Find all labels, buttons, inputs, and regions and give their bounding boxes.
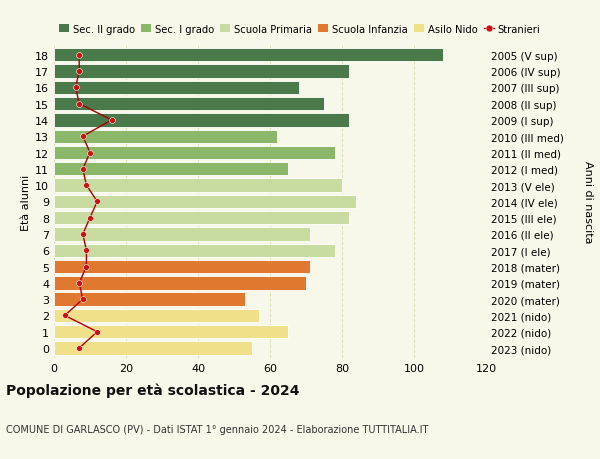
Point (92, 198, 102, 206)
Point (85, 214, 95, 222)
Legend: Sec. II grado, Sec. I grado, Scuola Primaria, Scuola Infanzia, Asilo Nido, Stran: Sec. II grado, Sec. I grado, Scuola Prim… (59, 25, 541, 35)
Point (78, 296, 88, 303)
Bar (54, 195, 356, 209)
Point (71, 84, 80, 92)
Point (74, 68, 84, 76)
Text: Popolazione per età scolastica - 2024: Popolazione per età scolastica - 2024 (6, 382, 299, 397)
Y-axis label: Anni di nascita: Anni di nascita (583, 161, 593, 243)
Point (107, 117, 116, 124)
Text: COMUNE DI GARLASCO (PV) - Dati ISTAT 1° gennaio 2024 - Elaborazione TUTTITALIA.I: COMUNE DI GARLASCO (PV) - Dati ISTAT 1° … (6, 424, 428, 434)
Bar (54, 212, 349, 225)
Point (82, 182, 91, 190)
Y-axis label: Età alunni: Età alunni (21, 174, 31, 230)
Bar (54, 260, 310, 274)
Point (82, 263, 91, 271)
Bar (54, 277, 306, 290)
Bar (54, 341, 252, 355)
Point (74, 280, 84, 287)
Point (78, 133, 88, 140)
Point (82, 247, 91, 254)
Point (60, 312, 70, 319)
Bar (54, 49, 443, 62)
Bar (54, 98, 324, 111)
Bar (54, 244, 335, 257)
Bar (54, 293, 245, 306)
Bar (54, 65, 349, 78)
Point (85, 150, 95, 157)
Bar (54, 228, 310, 241)
Bar (54, 309, 259, 322)
Point (74, 52, 84, 59)
Bar (54, 179, 342, 192)
Bar (54, 130, 277, 144)
Point (78, 231, 88, 238)
Bar (54, 325, 288, 339)
Bar (54, 114, 349, 127)
Bar (54, 82, 299, 95)
Point (78, 166, 88, 173)
Point (74, 101, 84, 108)
Bar (54, 146, 335, 160)
Point (92, 328, 102, 336)
Bar (54, 163, 288, 176)
Point (74, 345, 84, 352)
